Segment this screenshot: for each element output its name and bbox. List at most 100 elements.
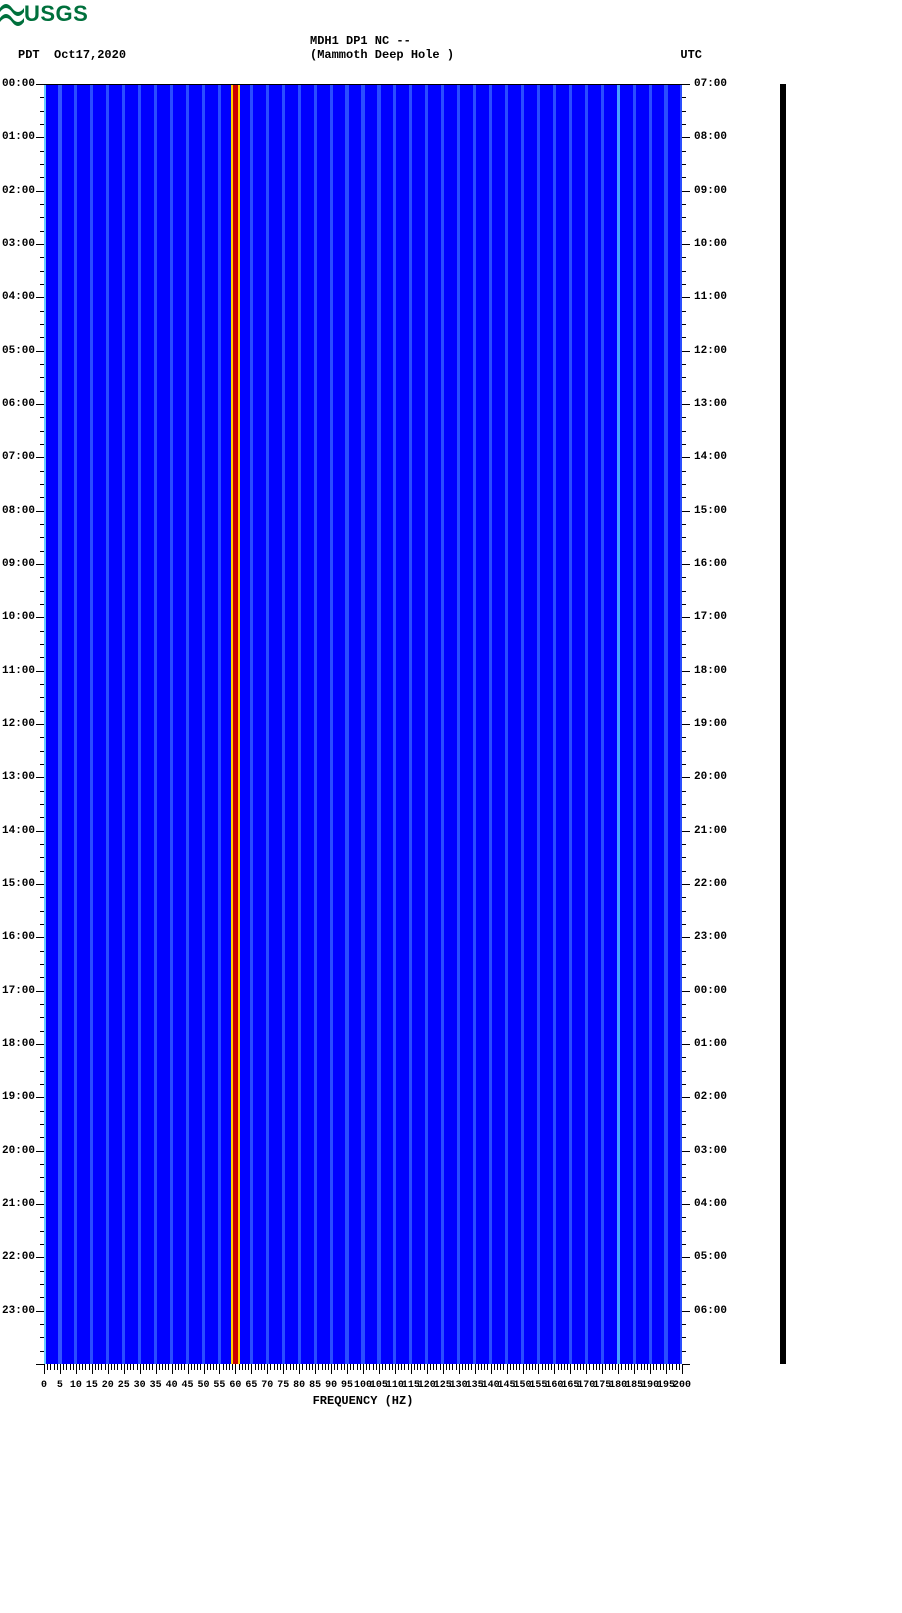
spectral-line	[617, 84, 620, 1364]
xaxis-tick	[92, 1364, 93, 1374]
yaxis-minor-tick	[682, 644, 686, 645]
yaxis-minor-tick	[682, 1284, 686, 1285]
yaxis-minor-tick	[40, 697, 44, 698]
xaxis-tick-label: 85	[309, 1380, 321, 1391]
xaxis-minor-tick	[101, 1364, 102, 1370]
yaxis-minor-tick	[40, 431, 44, 432]
yaxis-minor-tick	[682, 1324, 686, 1325]
xaxis-minor-tick	[82, 1364, 83, 1370]
yaxis-minor-tick	[40, 604, 44, 605]
xaxis-tick	[618, 1364, 619, 1374]
spectral-line	[457, 84, 460, 1364]
xaxis-minor-tick	[162, 1364, 163, 1370]
spectral-line	[393, 84, 396, 1364]
xaxis-tick	[235, 1364, 236, 1374]
yaxis-tick	[36, 511, 44, 512]
xaxis-minor-tick	[436, 1364, 437, 1370]
xaxis-minor-tick	[239, 1364, 240, 1370]
yaxis-minor-tick	[40, 737, 44, 738]
xaxis-minor-tick	[274, 1364, 275, 1370]
xaxis-tick	[666, 1364, 667, 1374]
spectral-line	[521, 84, 524, 1364]
yaxis-minor-tick	[682, 1217, 686, 1218]
yaxis-minor-tick	[40, 524, 44, 525]
yaxis-tick-label: 14:00	[694, 451, 727, 463]
yaxis-minor-tick	[682, 164, 686, 165]
yaxis-tick-label: 03:00	[2, 238, 35, 250]
xaxis-minor-tick	[468, 1364, 469, 1370]
yaxis-tick	[682, 511, 690, 512]
xaxis-tick-label: 80	[293, 1380, 305, 1391]
xaxis-minor-tick	[605, 1364, 606, 1370]
yaxis-minor-tick	[682, 324, 686, 325]
yaxis-tick	[36, 404, 44, 405]
yaxis-tick	[682, 1364, 690, 1365]
header-right-tz: UTC	[680, 48, 702, 62]
yaxis-minor-tick	[682, 1004, 686, 1005]
yaxis-minor-tick	[40, 111, 44, 112]
xaxis-minor-tick	[510, 1364, 511, 1370]
xaxis-tick-label: 75	[277, 1380, 289, 1391]
spectral-line	[154, 84, 157, 1364]
yaxis-tick-label: 10:00	[694, 238, 727, 250]
spectral-line	[106, 84, 109, 1364]
usgs-logo: USGS	[0, 0, 90, 30]
xaxis-minor-tick	[105, 1364, 106, 1370]
xaxis-minor-tick	[404, 1364, 405, 1370]
spectral-line	[377, 84, 380, 1364]
xaxis-tick	[283, 1364, 284, 1374]
xaxis-tick	[491, 1364, 492, 1374]
xaxis-tick	[140, 1364, 141, 1374]
yaxis-minor-tick	[682, 151, 686, 152]
yaxis-tick-label: 06:00	[694, 1305, 727, 1317]
xaxis-minor-tick	[293, 1364, 294, 1370]
yaxis-minor-tick	[40, 1017, 44, 1018]
xaxis-minor-tick	[440, 1364, 441, 1370]
yaxis-minor-tick	[682, 751, 686, 752]
spectral-line	[441, 84, 444, 1364]
xaxis-tick	[395, 1364, 396, 1374]
yaxis-minor-tick	[40, 391, 44, 392]
yaxis-tick-label: 07:00	[2, 451, 35, 463]
yaxis-minor-tick	[682, 391, 686, 392]
header: PDT Oct17,2020 MDH1 DP1 NC -- (Mammoth D…	[0, 34, 902, 68]
yaxis-minor-tick	[682, 337, 686, 338]
xaxis-minor-tick	[63, 1364, 64, 1370]
xaxis-minor-tick	[676, 1364, 677, 1370]
xaxis-tick-label: 65	[245, 1380, 257, 1391]
yaxis-tick	[36, 1311, 44, 1312]
yaxis-minor-tick	[40, 271, 44, 272]
yaxis-minor-tick	[682, 604, 686, 605]
xaxis-minor-tick	[503, 1364, 504, 1370]
xaxis-tick	[347, 1364, 348, 1374]
yaxis-tick-label: 12:00	[694, 345, 727, 357]
yaxis-minor-tick	[682, 577, 686, 578]
xaxis-minor-tick	[98, 1364, 99, 1370]
xaxis-minor-tick	[484, 1364, 485, 1370]
yaxis-minor-tick	[682, 897, 686, 898]
yaxis-tick	[682, 724, 690, 725]
yaxis-tick-label: 21:00	[694, 825, 727, 837]
xaxis-minor-tick	[599, 1364, 600, 1370]
xaxis-minor-tick	[302, 1364, 303, 1370]
yaxis-tick	[36, 1097, 44, 1098]
yaxis-tick	[36, 671, 44, 672]
yaxis-minor-tick	[682, 1351, 686, 1352]
xaxis-tick	[204, 1364, 205, 1374]
yaxis-minor-tick	[40, 1297, 44, 1298]
header-date: Oct17,2020	[54, 48, 126, 62]
xaxis-minor-tick	[89, 1364, 90, 1370]
xaxis-minor-tick	[121, 1364, 122, 1370]
xaxis-minor-tick	[481, 1364, 482, 1370]
yaxis-minor-tick	[682, 871, 686, 872]
xaxis-tick	[411, 1364, 412, 1374]
spectral-line	[58, 84, 61, 1364]
xaxis-minor-tick	[497, 1364, 498, 1370]
yaxis-tick-label: 01:00	[694, 1038, 727, 1050]
xaxis-minor-tick	[637, 1364, 638, 1370]
yaxis-tick	[36, 297, 44, 298]
yaxis-minor-tick	[682, 737, 686, 738]
yaxis-minor-tick	[40, 657, 44, 658]
xaxis-tick	[267, 1364, 268, 1374]
yaxis-tick-label: 16:00	[694, 558, 727, 570]
